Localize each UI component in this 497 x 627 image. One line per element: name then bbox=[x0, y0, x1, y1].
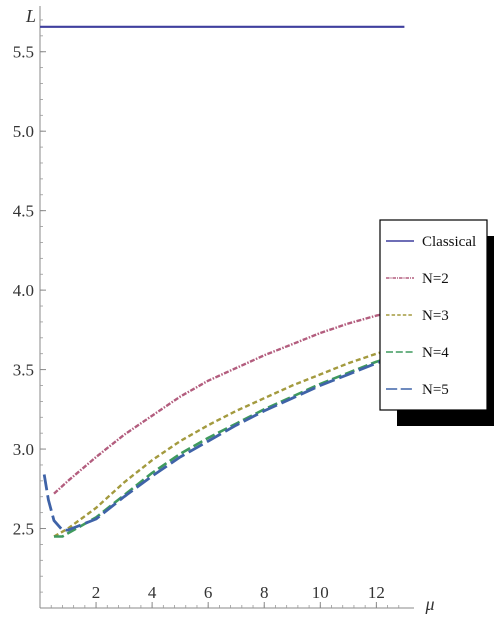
y-tick-label: 4.5 bbox=[13, 202, 34, 221]
y-tick-label: 2.5 bbox=[13, 520, 34, 539]
y-tick-label: 3.0 bbox=[13, 440, 34, 459]
x-tick-label: 8 bbox=[260, 583, 269, 602]
series-N=5 bbox=[42, 352, 405, 532]
y-tick-label: 5.0 bbox=[13, 122, 34, 141]
y-tick-label: 3.5 bbox=[13, 361, 34, 380]
legend-label: N=4 bbox=[422, 345, 449, 361]
legend-entry: N=3 bbox=[386, 308, 449, 324]
legend-entry: N=4 bbox=[386, 345, 449, 361]
series-line bbox=[42, 352, 405, 532]
legend-label: N=2 bbox=[422, 271, 449, 287]
series-line bbox=[54, 352, 405, 538]
legend-label: Classical bbox=[422, 234, 476, 250]
y-axis-title: L bbox=[25, 6, 36, 26]
x-tick-label: 10 bbox=[312, 583, 329, 602]
x-tick-label: 4 bbox=[148, 583, 157, 602]
series-N=2 bbox=[53, 308, 405, 495]
y-tick-label: 5.5 bbox=[13, 43, 34, 62]
legend-entry: Classical bbox=[386, 234, 476, 250]
x-tick-label: 6 bbox=[204, 583, 213, 602]
x-tick-label: 12 bbox=[368, 583, 385, 602]
legend-entry: N=5 bbox=[386, 382, 449, 398]
x-tick-label: 2 bbox=[92, 583, 101, 602]
x-axis-title: μ bbox=[424, 594, 434, 614]
series-line bbox=[53, 344, 405, 538]
legend-label: N=3 bbox=[422, 308, 449, 324]
legend: Classical N=2 N=3 N=4 N=5 bbox=[379, 219, 494, 426]
legend-entry: N=2 bbox=[386, 271, 449, 287]
series-N=3 bbox=[53, 344, 405, 538]
y-tick-label: 4.0 bbox=[13, 281, 34, 300]
axes: 2 4 6 8 10 12 2.5 3.0 3.5 4.0 4.5 5.0 5.5 Lμ bbox=[13, 6, 435, 614]
series-line bbox=[53, 308, 405, 495]
series-N=4 bbox=[54, 352, 405, 538]
plot-area bbox=[40, 25, 405, 538]
legend-label: N=5 bbox=[422, 382, 449, 398]
